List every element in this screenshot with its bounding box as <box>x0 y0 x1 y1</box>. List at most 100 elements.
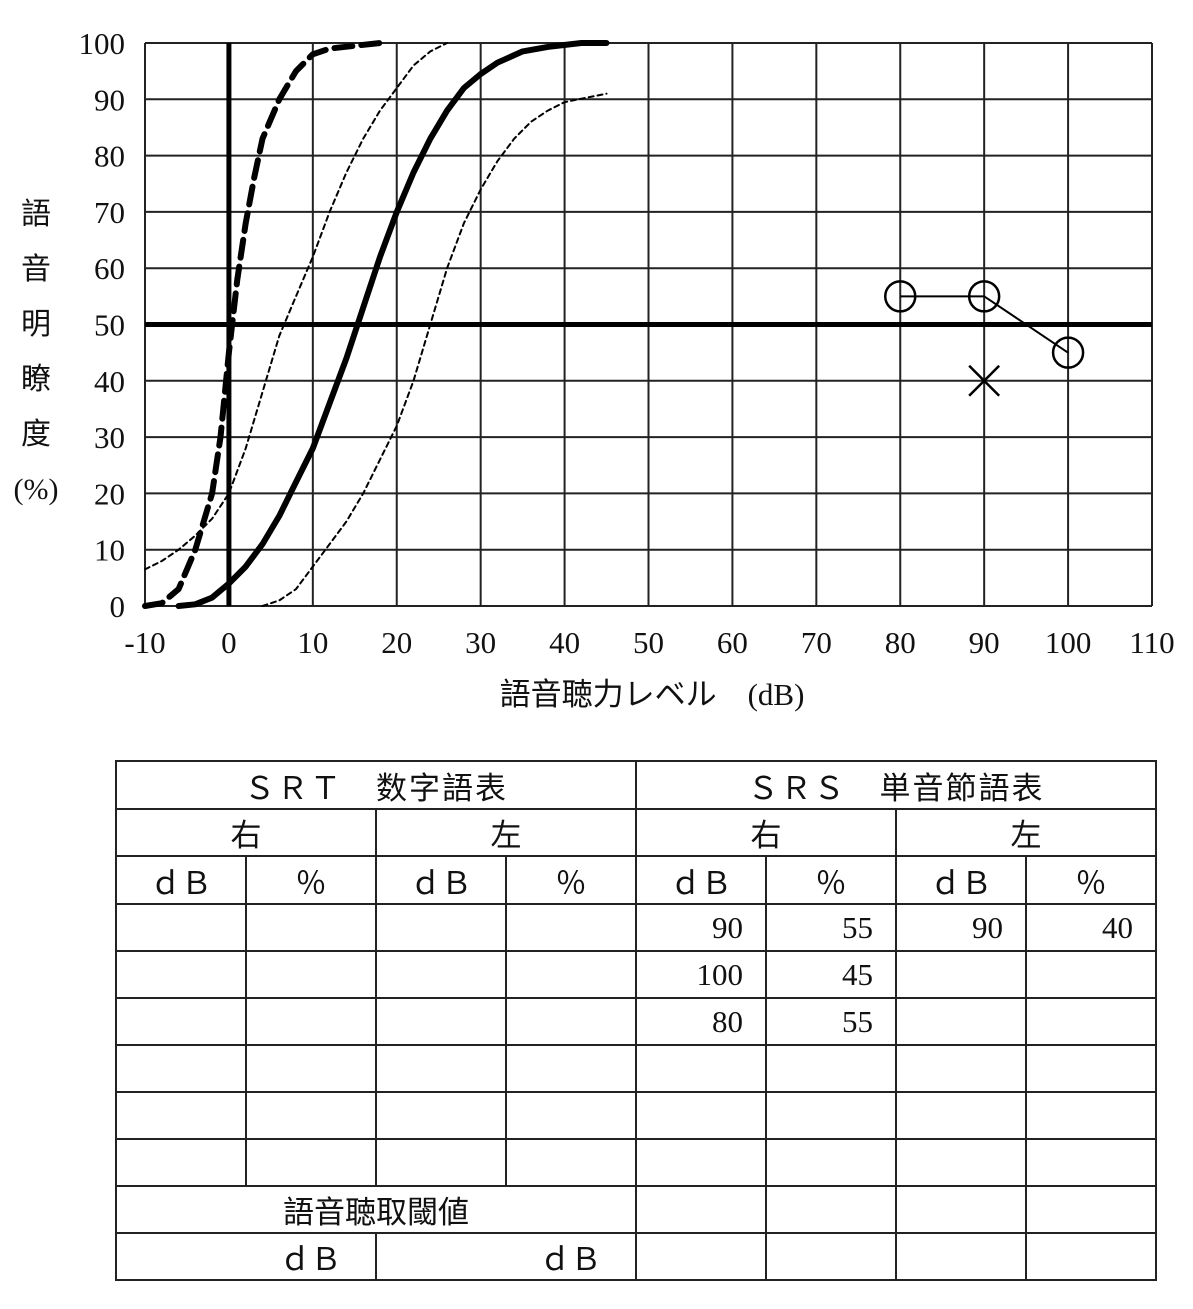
table-cell <box>115 1138 247 1187</box>
speech-audiogram-chart: -10 0 10 20 30 40 50 60 70 80 90 100 110010203040506… <box>14 26 1175 712</box>
x-axis-label: 語音聴力レベル (dB) <box>500 677 805 712</box>
x-tick-label: 30 <box>465 625 496 660</box>
table-cell <box>375 997 507 1046</box>
table-cell <box>115 997 247 1046</box>
threshold-label: 語音聴取閾値 <box>115 1185 637 1234</box>
table-cell <box>1025 1185 1157 1234</box>
table-cell: 80 <box>635 997 767 1046</box>
y-tick-label: 50 <box>94 308 125 343</box>
table-cell <box>635 1138 767 1187</box>
table-cell <box>895 997 1027 1046</box>
table-cell <box>245 950 377 999</box>
table-row <box>115 1138 1157 1187</box>
table-cell <box>895 1138 1027 1187</box>
table-row <box>115 1044 1157 1093</box>
y-tick-label: 100 <box>79 26 126 61</box>
table-cell: 90 <box>895 903 1027 952</box>
table-cell <box>375 1232 506 1281</box>
table-cell <box>375 950 507 999</box>
grid-lines <box>144 42 1153 607</box>
table-cell <box>1025 1138 1157 1187</box>
table-cell <box>895 1091 1027 1140</box>
col-pct: ％ <box>1025 855 1157 905</box>
x-tick-label: 100 <box>1045 625 1092 660</box>
table-row: 80 55 <box>115 997 1157 1046</box>
srt-left-header: 左 <box>375 808 637 857</box>
x-tick-label: 40 <box>549 625 580 660</box>
table-cell <box>505 1044 637 1093</box>
x-tick-label: 60 <box>717 625 748 660</box>
x-tick-label: -10 <box>124 625 165 660</box>
table-cell <box>895 1185 1027 1234</box>
y-axis-label-char: 度 <box>21 418 51 451</box>
threshold-unit-left: ｄＢ <box>506 1232 637 1281</box>
table-cell <box>765 1138 897 1187</box>
table-cell: 90 <box>635 903 767 952</box>
table-cell <box>505 950 637 999</box>
reference-curves <box>142 40 610 609</box>
y-tick-label: 60 <box>94 251 125 286</box>
col-pct: ％ <box>245 855 377 905</box>
series-line-circle <box>900 295 1069 354</box>
srs-right-header: 右 <box>635 808 897 857</box>
table-cell <box>765 1185 897 1234</box>
table-cell <box>895 1044 1027 1093</box>
table-cell <box>505 997 637 1046</box>
table-cell <box>635 1091 767 1140</box>
y-tick-label: 40 <box>94 364 125 399</box>
col-db: ｄＢ <box>115 855 247 905</box>
srs-header: ＳＲＳ 単音節語表 <box>635 760 1157 810</box>
table-cell: 55 <box>765 997 897 1046</box>
col-pct: ％ <box>765 855 897 905</box>
table-row <box>115 1091 1157 1140</box>
table-cell: 100 <box>635 950 767 999</box>
table-cell <box>505 903 637 952</box>
table-cell <box>765 1091 897 1140</box>
data-point-circle <box>967 280 1001 313</box>
y-tick-label: 70 <box>94 195 125 230</box>
table-cell <box>505 1138 637 1187</box>
table-cell <box>1025 1232 1157 1281</box>
table-cell <box>1025 950 1157 999</box>
table-cell <box>115 950 247 999</box>
table-cell <box>245 903 377 952</box>
table-cell <box>375 903 507 952</box>
data-point-circle <box>884 280 917 313</box>
table-cell <box>635 1232 767 1281</box>
x-tick-label: 110 <box>1129 625 1174 660</box>
x-tick-label: 10 <box>297 625 328 660</box>
data-marks <box>884 280 1085 397</box>
table-cell <box>245 997 377 1046</box>
tick-labels: -10 0 10 20 30 40 50 60 70 80 90 100 110010203040506… <box>79 26 1175 660</box>
table-row: 100 45 <box>115 950 1157 999</box>
table-cell <box>115 1232 246 1281</box>
x-tick-label: 80 <box>885 625 916 660</box>
srt-right-header: 右 <box>115 808 377 857</box>
table-cell: 40 <box>1025 903 1157 952</box>
x-tick-label: 20 <box>381 625 412 660</box>
y-tick-label: 0 <box>110 589 126 624</box>
table-cell <box>1025 997 1157 1046</box>
table-cell <box>115 1044 247 1093</box>
x-tick-label: 90 <box>969 625 1000 660</box>
table-cell <box>1025 1091 1157 1140</box>
table-cell <box>245 1138 377 1187</box>
y-tick-label: 90 <box>94 82 125 117</box>
y-axis-label-char: (%) <box>14 473 59 506</box>
table-cell <box>895 1232 1027 1281</box>
table-cell <box>1025 1044 1157 1093</box>
data-point-cross <box>968 364 1001 397</box>
y-tick-label: 30 <box>94 420 125 455</box>
table-cell <box>115 903 247 952</box>
y-axis-label-char: 音 <box>21 253 51 286</box>
table-cell <box>765 1232 897 1281</box>
x-tick-label: 50 <box>633 625 664 660</box>
col-db: ｄＢ <box>895 855 1027 905</box>
y-axis-label-char: 明 <box>21 308 51 341</box>
reference-curve-1 <box>142 40 383 609</box>
y-tick-label: 10 <box>94 533 125 568</box>
table-cell <box>375 1044 507 1093</box>
reference-curve-4 <box>261 92 608 607</box>
table-cell: 45 <box>765 950 897 999</box>
